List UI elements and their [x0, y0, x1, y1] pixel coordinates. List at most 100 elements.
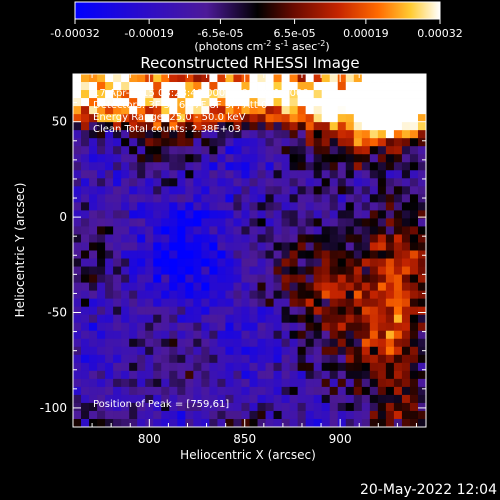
- heatmap-cell: [89, 266, 98, 275]
- heatmap-cell: [297, 346, 307, 356]
- heatmap-cell: [177, 234, 186, 243]
- heatmap-cell: [81, 122, 90, 131]
- heatmap-cell: [177, 74, 186, 83]
- heatmap-cell: [209, 202, 218, 211]
- heatmap-cell: [249, 410, 258, 420]
- heatmap-cell: [129, 90, 138, 99]
- heatmap-cell: [105, 106, 114, 115]
- heatmap-cell: [217, 186, 226, 195]
- heatmap-cell: [145, 98, 154, 107]
- heatmap-cell: [329, 186, 339, 195]
- heatmap-cell: [353, 170, 363, 179]
- heatmap-cell: [329, 202, 339, 211]
- heatmap-cell: [121, 274, 130, 283]
- heatmap-cell: [401, 146, 411, 155]
- heatmap-cell: [121, 138, 130, 147]
- heatmap-cell: [401, 370, 411, 380]
- heatmap-cell: [257, 82, 266, 91]
- heatmap-cell: [393, 138, 403, 147]
- heatmap-cell: [129, 154, 138, 163]
- heatmap-cell: [97, 250, 106, 259]
- heatmap-cell: [89, 354, 98, 364]
- heatmap-cell: [345, 402, 355, 412]
- heatmap-cell: [353, 242, 363, 251]
- heatmap-cell: [369, 418, 379, 428]
- heatmap-cell: [377, 210, 387, 219]
- heatmap-cell: [273, 298, 282, 308]
- heatmap-cell: [297, 218, 307, 227]
- heatmap-cell: [137, 90, 146, 99]
- heatmap-cell: [289, 386, 299, 396]
- heatmap-cell: [369, 258, 379, 267]
- heatmap-cell: [273, 90, 282, 99]
- heatmap-cell: [113, 410, 122, 420]
- heatmap-cell: [297, 234, 307, 243]
- heatmap-cell: [97, 410, 106, 420]
- heatmap-cell: [337, 194, 347, 203]
- heatmap-cell: [81, 202, 90, 211]
- heatmap-cell: [401, 178, 411, 187]
- heatmap-cell: [97, 130, 106, 139]
- heatmap-cell: [185, 394, 194, 404]
- heatmap-cell: [305, 418, 315, 428]
- heatmap-cell: [257, 394, 266, 404]
- heatmap-cell: [305, 402, 315, 412]
- heatmap-cell: [73, 298, 82, 308]
- heatmap-cell: [217, 314, 226, 324]
- heatmap-cell: [409, 298, 419, 308]
- heatmap-cell: [185, 370, 194, 380]
- heatmap-cell: [417, 186, 427, 195]
- heatmap-cell: [249, 354, 258, 364]
- heatmap-cell: [257, 370, 266, 380]
- heatmap-cell: [281, 322, 291, 332]
- heatmap-cell: [313, 338, 323, 348]
- heatmap-cell: [289, 362, 299, 372]
- heatmap-cell: [105, 290, 114, 300]
- heatmap-cell: [241, 90, 250, 99]
- heatmap-cell: [377, 146, 387, 155]
- heatmap-cell: [385, 122, 395, 131]
- heatmap-cell: [289, 266, 299, 275]
- heatmap-cell: [385, 258, 395, 267]
- heatmap-cell: [81, 138, 90, 147]
- heatmap-cell: [249, 386, 258, 396]
- heatmap-cell: [73, 218, 82, 227]
- heatmap-cell: [193, 386, 202, 396]
- heatmap-cell: [385, 346, 395, 356]
- heatmap-cell: [97, 338, 106, 348]
- heatmap-cell: [401, 242, 411, 251]
- heatmap-cell: [241, 258, 250, 267]
- heatmap-cell: [233, 402, 242, 412]
- heatmap-cell: [169, 234, 178, 243]
- heatmap-cell: [329, 346, 339, 356]
- heatmap-cell: [369, 170, 379, 179]
- heatmap-cell: [129, 194, 138, 203]
- heatmap-cell: [241, 394, 250, 404]
- heatmap-cell: [89, 258, 98, 267]
- heatmap-cell: [185, 306, 194, 316]
- heatmap-cell: [369, 90, 379, 99]
- heatmap-cell: [161, 194, 170, 203]
- heatmap-cell: [233, 362, 242, 372]
- heatmap-cell: [361, 82, 371, 91]
- heatmap-cell: [353, 322, 363, 332]
- heatmap-cell: [345, 298, 355, 308]
- heatmap-cell: [161, 210, 170, 219]
- heatmap-cell: [401, 162, 411, 171]
- heatmap-cell: [193, 114, 202, 123]
- heatmap-cell: [273, 202, 282, 211]
- heatmap-cell: [377, 354, 387, 364]
- heatmap-cell: [361, 290, 371, 300]
- heatmap-cell: [185, 410, 194, 420]
- heatmap-cell: [177, 178, 186, 187]
- heatmap-cell: [353, 258, 363, 267]
- heatmap-cell: [161, 186, 170, 195]
- heatmap-cell: [353, 250, 363, 259]
- heatmap-cell: [193, 354, 202, 364]
- heatmap-cell: [345, 186, 355, 195]
- heatmap-cell: [73, 234, 82, 243]
- heatmap-cell: [145, 114, 154, 123]
- heatmap-cell: [265, 154, 274, 163]
- heatmap-cell: [177, 410, 186, 420]
- heatmap-cell: [233, 298, 242, 308]
